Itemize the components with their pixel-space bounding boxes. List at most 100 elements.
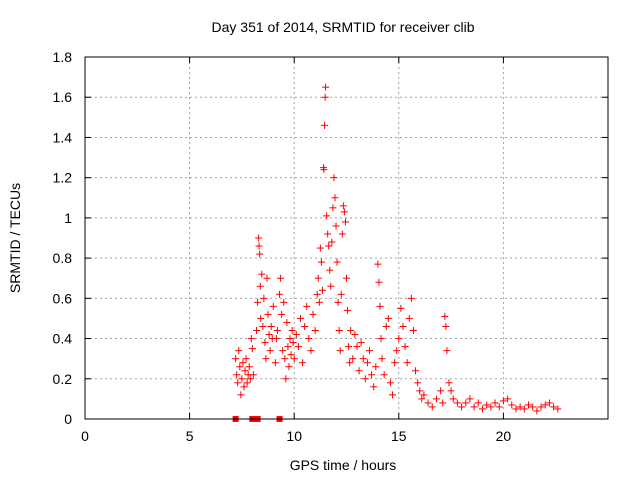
data-point xyxy=(391,359,399,367)
data-point xyxy=(361,375,369,383)
y-tick-label: 0 xyxy=(64,411,72,427)
data-point xyxy=(260,294,268,302)
data-point xyxy=(294,343,302,351)
data-point xyxy=(243,379,251,387)
data-point xyxy=(416,387,424,395)
data-point xyxy=(265,331,273,339)
data-point xyxy=(393,347,401,355)
data-point xyxy=(441,312,449,320)
data-point xyxy=(311,327,319,335)
y-tick-label: 1.6 xyxy=(53,89,73,105)
data-point xyxy=(318,286,326,294)
data-point xyxy=(414,379,422,387)
data-point xyxy=(240,383,248,391)
data-point xyxy=(269,302,277,310)
data-point xyxy=(345,343,353,351)
data-point xyxy=(504,395,512,403)
data-point xyxy=(303,302,311,310)
data-point xyxy=(257,314,265,322)
data-point xyxy=(368,371,376,379)
data-point xyxy=(296,314,304,322)
data-point xyxy=(420,391,428,399)
data-point xyxy=(258,270,266,278)
data-point xyxy=(328,238,336,246)
x-tick-label: 5 xyxy=(186,428,194,444)
data-point xyxy=(347,327,355,335)
data-point xyxy=(401,343,409,351)
data-point xyxy=(554,405,562,413)
data-point xyxy=(443,347,451,355)
data-point xyxy=(248,345,256,353)
data-point xyxy=(256,282,264,290)
data-point xyxy=(351,331,359,339)
data-point xyxy=(282,375,290,383)
data-point xyxy=(261,339,269,347)
data-point xyxy=(246,375,254,383)
data-point xyxy=(301,322,309,330)
data-point xyxy=(363,359,371,367)
data-point xyxy=(283,318,291,326)
data-point xyxy=(287,351,295,359)
y-tick-label: 0.8 xyxy=(53,250,73,266)
data-point xyxy=(266,347,274,355)
data-point xyxy=(399,322,407,330)
data-point xyxy=(378,355,386,363)
data-point xyxy=(254,298,262,306)
data-point xyxy=(376,302,384,310)
data-point xyxy=(299,359,307,367)
plot-frame xyxy=(84,56,609,420)
data-point xyxy=(550,403,558,411)
data-point xyxy=(245,363,253,371)
data-point xyxy=(232,355,240,363)
data-point xyxy=(253,327,261,335)
data-point xyxy=(236,363,244,371)
x-tick-label: 15 xyxy=(391,428,407,444)
data-point xyxy=(316,244,324,252)
x-axis-label: GPS time / hours xyxy=(290,457,397,473)
y-tick-label: 0.2 xyxy=(53,371,73,387)
grid xyxy=(85,57,608,419)
data-point xyxy=(271,359,279,367)
data-point xyxy=(276,290,284,298)
data-point xyxy=(397,304,405,312)
data-point xyxy=(520,405,528,413)
data-point xyxy=(280,298,288,306)
y-tick-label: 0.6 xyxy=(53,290,73,306)
data-point xyxy=(335,327,343,335)
data-point xyxy=(439,399,447,407)
x-tick-label: 0 xyxy=(81,428,89,444)
data-point xyxy=(235,347,243,355)
data-point xyxy=(344,306,352,314)
data-point xyxy=(525,401,533,409)
data-point xyxy=(320,166,328,174)
data-point xyxy=(389,391,397,399)
y-tick-label: 1.4 xyxy=(53,129,73,145)
data-point xyxy=(305,335,313,343)
data-point xyxy=(541,401,549,409)
data-point xyxy=(281,355,289,363)
data-point xyxy=(386,379,394,387)
data-point xyxy=(366,347,374,355)
data-point xyxy=(437,387,445,395)
data-point xyxy=(395,335,403,343)
data-point xyxy=(382,322,390,330)
data-point xyxy=(278,310,286,318)
data-point xyxy=(343,274,350,282)
data-point xyxy=(249,371,257,379)
y-axis-label: SRMTID / TECUs xyxy=(7,183,23,293)
data-point xyxy=(255,234,263,242)
data-point xyxy=(263,274,271,282)
data-point xyxy=(334,298,342,306)
data-point xyxy=(327,282,335,290)
data-point xyxy=(288,327,296,335)
data-point xyxy=(292,331,300,339)
x-tick-label: 10 xyxy=(286,428,302,444)
data-point xyxy=(325,242,333,250)
data-point xyxy=(239,359,247,367)
data-point xyxy=(285,363,293,371)
data-point xyxy=(346,359,354,367)
data-point xyxy=(533,407,541,415)
y-tick-label: 1 xyxy=(64,210,72,226)
data-point xyxy=(289,339,297,347)
